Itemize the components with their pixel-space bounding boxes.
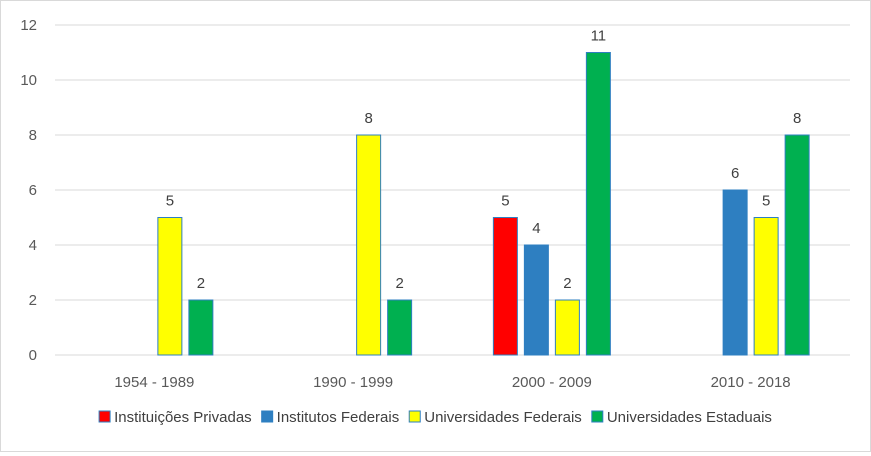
x-tick-label: 1954 - 1989 xyxy=(114,374,194,391)
legend-item: Universidades Estaduais xyxy=(591,409,772,426)
gridlines xyxy=(55,24,850,356)
x-tick-label: 2010 - 2018 xyxy=(711,374,791,391)
legend-label: Universidades Federais xyxy=(424,409,582,426)
data-label: 8 xyxy=(793,110,801,127)
y-tick-label: 4 xyxy=(29,237,37,254)
bar xyxy=(188,299,214,356)
data-label: 5 xyxy=(166,193,174,210)
y-tick-label: 2 xyxy=(29,292,37,309)
x-tick-label: 1990 - 1999 xyxy=(313,374,393,391)
y-tick-label: 10 xyxy=(20,72,37,89)
x-tick-label: 2000 - 2009 xyxy=(512,374,592,391)
bars xyxy=(157,52,810,356)
y-tick-label: 12 xyxy=(20,17,37,34)
data-label: 2 xyxy=(563,275,571,292)
legend-item: Instituições Privadas xyxy=(98,409,252,426)
legend-swatch xyxy=(408,410,421,423)
legend-swatch xyxy=(98,410,111,423)
legend-label: Institutos Federais xyxy=(277,409,400,426)
legend-item: Institutos Federais xyxy=(261,409,400,426)
y-axis-tick-labels: 0 2 4 6 8 10 12 xyxy=(20,17,37,364)
bar xyxy=(753,217,779,356)
x-axis-tick-labels: 1954 - 1989 1990 - 1999 2000 - 2009 2010 - … xyxy=(114,374,790,391)
bar xyxy=(722,189,748,356)
data-label: 11 xyxy=(591,28,607,45)
legend-label: Universidades Estaduais xyxy=(607,409,772,426)
data-label: 5 xyxy=(501,193,509,210)
data-labels: 5 2 8 2 5 4 2 11 6 5 8 xyxy=(166,28,802,293)
bar xyxy=(784,134,810,356)
y-tick-label: 6 xyxy=(29,182,37,199)
data-label: 2 xyxy=(395,275,403,292)
bar xyxy=(387,299,413,356)
legend-swatch xyxy=(591,410,604,423)
legend-swatch xyxy=(261,410,274,423)
data-label: 6 xyxy=(731,165,739,182)
bar xyxy=(356,134,382,356)
bar xyxy=(492,217,518,356)
legend: Instituições Privadas Institutos Federais… xyxy=(98,409,772,426)
data-label: 2 xyxy=(197,275,205,292)
bar xyxy=(523,244,549,356)
data-label: 4 xyxy=(532,220,540,237)
y-tick-label: 8 xyxy=(29,127,37,144)
legend-label: Instituições Privadas xyxy=(114,409,252,426)
y-tick-label: 0 xyxy=(29,347,37,364)
data-label: 8 xyxy=(364,110,372,127)
legend-item: Universidades Federais xyxy=(408,409,582,426)
data-label: 5 xyxy=(762,193,770,210)
bar xyxy=(554,299,580,356)
bar xyxy=(585,52,611,356)
bar xyxy=(157,217,183,356)
